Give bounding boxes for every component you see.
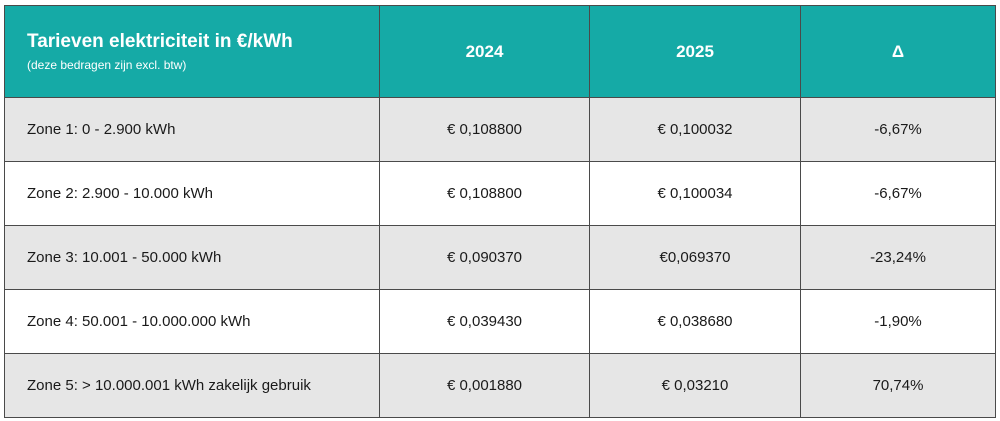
table-body: Zone 1: 0 - 2.900 kWh € 0,108800 € 0,100… bbox=[4, 97, 996, 418]
delta-cell: 70,74% bbox=[800, 353, 996, 418]
table-row: Zone 5: > 10.000.001 kWh zakelijk gebrui… bbox=[4, 353, 996, 418]
rate-2024-cell: € 0,090370 bbox=[379, 225, 590, 290]
delta-cell: -23,24% bbox=[800, 225, 996, 290]
table-row: Zone 3: 10.001 - 50.000 kWh € 0,090370 €… bbox=[4, 225, 996, 290]
column-header-2024: 2024 bbox=[379, 5, 590, 98]
zone-cell: Zone 1: 0 - 2.900 kWh bbox=[4, 97, 380, 162]
header-row: Tarieven elektriciteit in €/kWh (deze be… bbox=[4, 5, 996, 98]
delta-cell: -6,67% bbox=[800, 161, 996, 226]
rate-2024-cell: € 0,001880 bbox=[379, 353, 590, 418]
rate-2025-cell: € 0,100034 bbox=[589, 161, 801, 226]
tariff-table: Tarieven elektriciteit in €/kWh (deze be… bbox=[4, 5, 996, 418]
rate-2025-cell: € 0,038680 bbox=[589, 289, 801, 354]
table-header: Tarieven elektriciteit in €/kWh (deze be… bbox=[4, 5, 996, 98]
zone-cell: Zone 5: > 10.000.001 kWh zakelijk gebrui… bbox=[4, 353, 380, 418]
zone-cell: Zone 4: 50.001 - 10.000.000 kWh bbox=[4, 289, 380, 354]
table-row: Zone 4: 50.001 - 10.000.000 kWh € 0,0394… bbox=[4, 289, 996, 354]
delta-cell: -1,90% bbox=[800, 289, 996, 354]
rate-2024-cell: € 0,039430 bbox=[379, 289, 590, 354]
table-title-cell: Tarieven elektriciteit in €/kWh (deze be… bbox=[4, 5, 380, 98]
column-header-2025: 2025 bbox=[589, 5, 801, 98]
rate-2025-cell: € 0,100032 bbox=[589, 97, 801, 162]
rate-2024-cell: € 0,108800 bbox=[379, 161, 590, 226]
rate-2024-cell: € 0,108800 bbox=[379, 97, 590, 162]
column-header-delta: Δ bbox=[800, 5, 996, 98]
zone-cell: Zone 2: 2.900 - 10.000 kWh bbox=[4, 161, 380, 226]
rate-2025-cell: €0,069370 bbox=[589, 225, 801, 290]
table-row: Zone 1: 0 - 2.900 kWh € 0,108800 € 0,100… bbox=[4, 97, 996, 162]
delta-cell: -6,67% bbox=[800, 97, 996, 162]
table-row: Zone 2: 2.900 - 10.000 kWh € 0,108800 € … bbox=[4, 161, 996, 226]
table-title: Tarieven elektriciteit in €/kWh bbox=[27, 31, 293, 52]
tariff-table-container: Tarieven elektriciteit in €/kWh (deze be… bbox=[4, 5, 996, 418]
table-subtitle: (deze bedragen zijn excl. btw) bbox=[27, 58, 187, 72]
rate-2025-cell: € 0,03210 bbox=[589, 353, 801, 418]
zone-cell: Zone 3: 10.001 - 50.000 kWh bbox=[4, 225, 380, 290]
